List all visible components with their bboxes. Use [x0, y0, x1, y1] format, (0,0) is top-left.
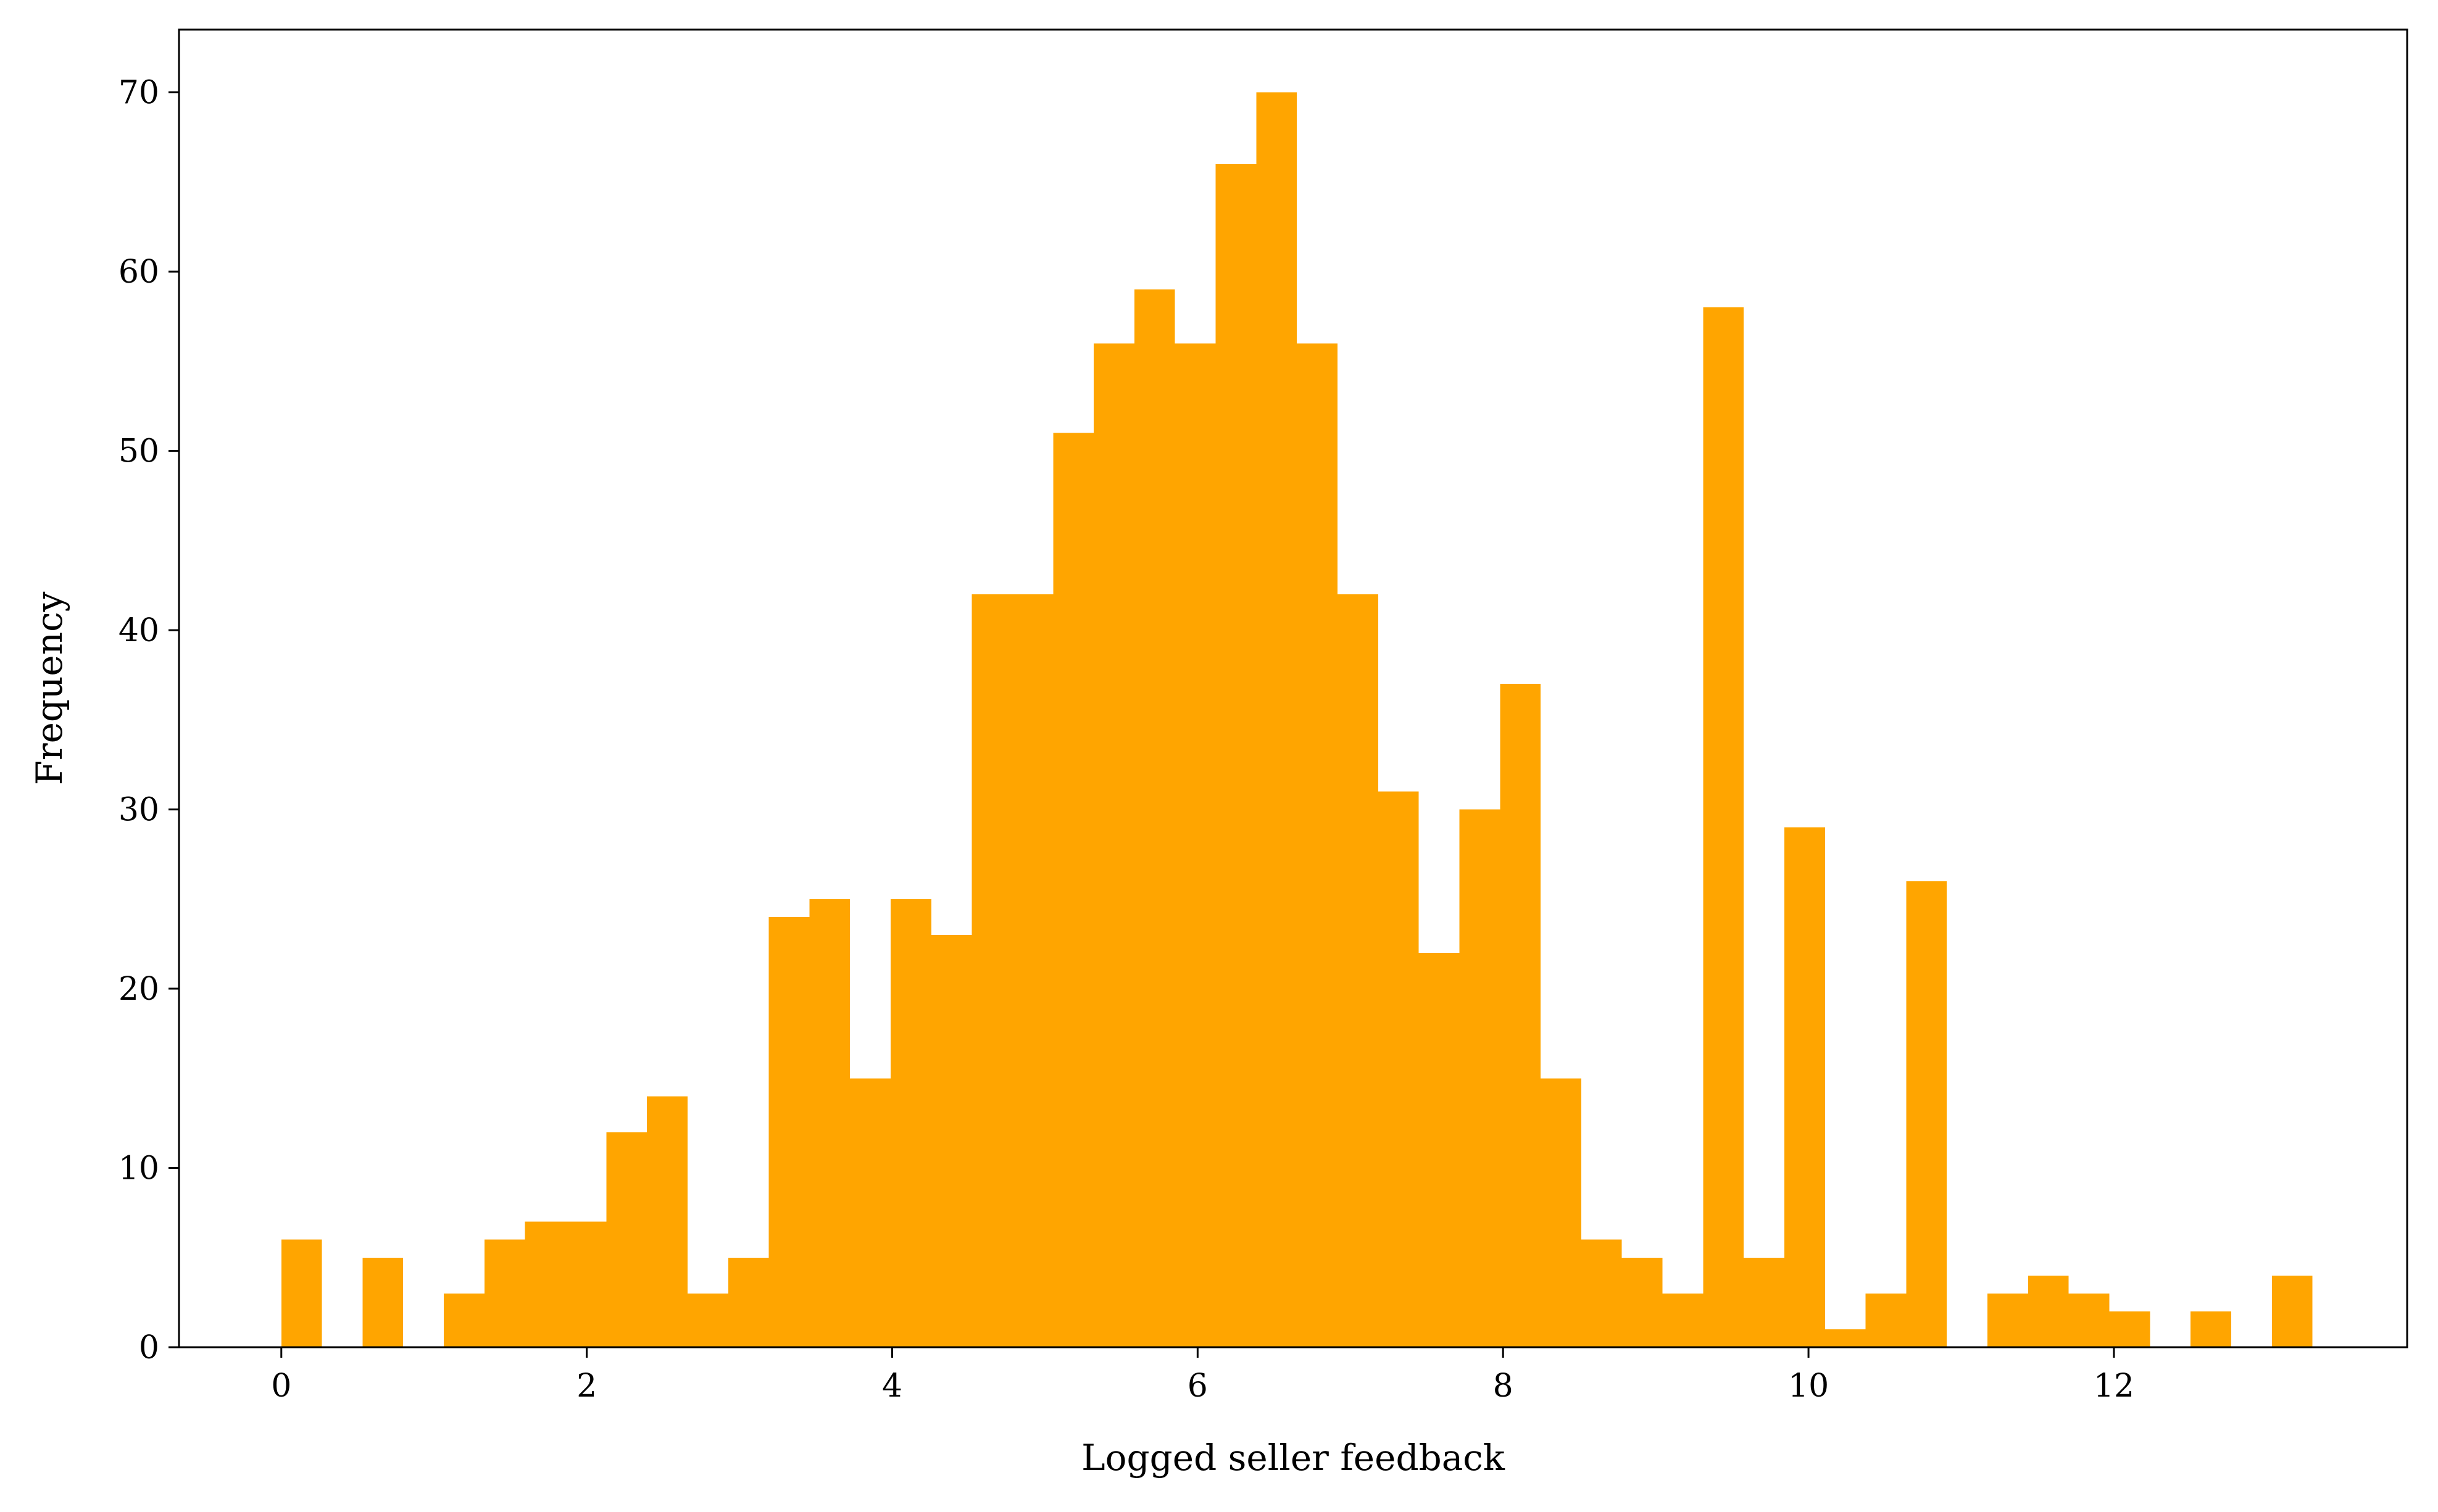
histogram-bar — [2271, 1275, 2313, 1347]
histogram-bar — [1215, 164, 1257, 1347]
histogram-bar — [687, 1293, 728, 1347]
histogram-bar — [1703, 307, 1744, 1348]
histogram-bar — [1012, 594, 1054, 1347]
histogram-bar — [1581, 1239, 1622, 1347]
y-tick-label: 40 — [119, 612, 159, 649]
bars-group — [281, 92, 2313, 1348]
x-tick-label: 4 — [882, 1368, 902, 1405]
y-axis-ticks: 0 10 20 30 40 50 60 70 — [119, 75, 179, 1366]
histogram-bar — [2028, 1275, 2069, 1347]
x-tick-label: 0 — [271, 1368, 291, 1405]
histogram-bar — [1297, 343, 1338, 1348]
histogram-bar — [850, 1078, 891, 1347]
histogram-bar — [1662, 1293, 1704, 1347]
histogram-bar — [1094, 343, 1134, 1348]
histogram-bar — [1418, 952, 1460, 1347]
histogram-bar — [444, 1293, 485, 1347]
histogram-bar — [1541, 1078, 1581, 1347]
histogram-bar — [1338, 594, 1378, 1347]
histogram-bar — [525, 1221, 566, 1347]
histogram-bar — [1378, 791, 1419, 1347]
x-axis-ticks: 0 2 4 6 8 10 12 — [271, 1347, 2134, 1405]
histogram-bar — [362, 1257, 404, 1347]
histogram-bar — [484, 1239, 525, 1347]
histogram-bar — [2109, 1311, 2150, 1347]
y-axis-label: Frequency — [28, 591, 70, 785]
histogram-bar — [1744, 1257, 1784, 1347]
plot-frame — [178, 28, 2408, 1348]
histogram-bar — [647, 1096, 688, 1347]
histogram-bar — [2068, 1293, 2110, 1347]
histogram-bar — [1987, 1293, 2028, 1347]
histogram-bar — [281, 1239, 322, 1347]
y-tick-label: 50 — [119, 433, 159, 470]
y-tick-label: 10 — [119, 1150, 159, 1187]
x-axis-label: Logged seller feedback — [1081, 1437, 1505, 1479]
histogram-bar — [768, 916, 810, 1347]
histogram-bar — [1053, 433, 1094, 1347]
histogram-bar — [1500, 684, 1541, 1347]
histogram-bar — [971, 594, 1013, 1347]
histogram-bar — [1621, 1257, 1663, 1347]
histogram-bar — [931, 934, 972, 1347]
histogram-bar — [1459, 809, 1500, 1347]
x-tick-label: 2 — [576, 1368, 597, 1405]
histogram-bar — [606, 1132, 647, 1347]
histogram-bar — [809, 899, 851, 1347]
histogram-bar — [1256, 92, 1297, 1348]
y-tick-label: 70 — [119, 75, 159, 112]
y-tick-label: 0 — [139, 1329, 159, 1366]
x-tick-label: 10 — [1788, 1368, 1829, 1405]
histogram-bar — [1824, 1329, 1866, 1347]
histogram-bar — [1784, 827, 1825, 1347]
histogram-bar — [2190, 1311, 2231, 1347]
histogram-bar — [565, 1221, 607, 1347]
histogram-bar — [728, 1257, 769, 1347]
histogram-bar — [1134, 289, 1175, 1348]
y-tick-label: 60 — [119, 254, 159, 291]
histogram-bar — [1175, 343, 1216, 1348]
x-tick-label: 6 — [1188, 1368, 1208, 1405]
y-tick-label: 20 — [119, 971, 159, 1008]
histogram-bar — [1906, 881, 1947, 1347]
histogram-bar — [1865, 1293, 1907, 1347]
y-tick-label: 30 — [119, 792, 159, 829]
x-tick-label: 12 — [2094, 1368, 2134, 1405]
histogram-bar — [891, 899, 931, 1347]
x-tick-label: 8 — [1493, 1368, 1513, 1405]
